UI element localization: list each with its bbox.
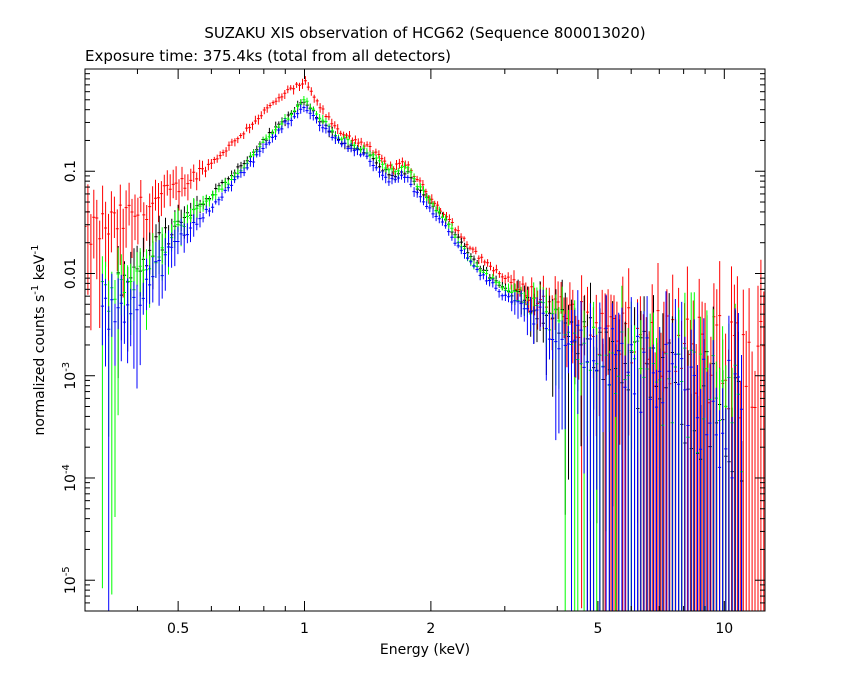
chart-subtitle: Exposure time: 375.4ks (total from all d… <box>85 47 451 65</box>
y-tick-label-exp: -5 <box>61 566 72 576</box>
x-axis-label: Energy (keV) <box>380 642 470 658</box>
series-blue <box>100 104 744 611</box>
chart-title: SUZAKU XIS observation of HCG62 (Sequenc… <box>204 24 645 42</box>
x-axis-ticks: 0.5 1 2 5 10 <box>84 69 733 637</box>
y-axis-label: normalized counts s-1 keV-1 <box>30 245 48 436</box>
y-tick-label-exp: -4 <box>61 464 72 474</box>
y-axis-label-mid: keV <box>32 254 48 285</box>
x-tick-label: 10 <box>715 621 733 637</box>
data-layer <box>85 76 765 611</box>
x-tick-label: 5 <box>593 621 602 637</box>
y-tick-label-base: 10 <box>63 474 79 492</box>
series-red-errorbars <box>85 76 765 611</box>
plot-frame <box>84 68 766 612</box>
y-axis-label-sup2: -1 <box>30 245 41 255</box>
x-tick-label: 2 <box>426 621 435 637</box>
y-tick-label-base: 10 <box>63 372 79 390</box>
y-tick-label: 10-5 <box>61 566 79 594</box>
y-tick-label-exp: -3 <box>61 362 72 372</box>
y-tick-label: 0.1 <box>63 160 79 182</box>
series-blue-errorbars <box>100 104 744 611</box>
y-axis-label-sup1: -1 <box>30 285 41 295</box>
y-axis-label-base: normalized counts s <box>32 295 48 436</box>
y-tick-label: 10-4 <box>61 464 79 492</box>
x-tick-label: 0.5 <box>167 621 189 637</box>
series-red <box>85 76 765 611</box>
y-tick-label: 0.01 <box>63 258 79 289</box>
y-tick-label-base: 10 <box>63 576 79 594</box>
y-tick-label: 10-3 <box>61 362 79 390</box>
x-tick-label: 1 <box>300 621 309 637</box>
